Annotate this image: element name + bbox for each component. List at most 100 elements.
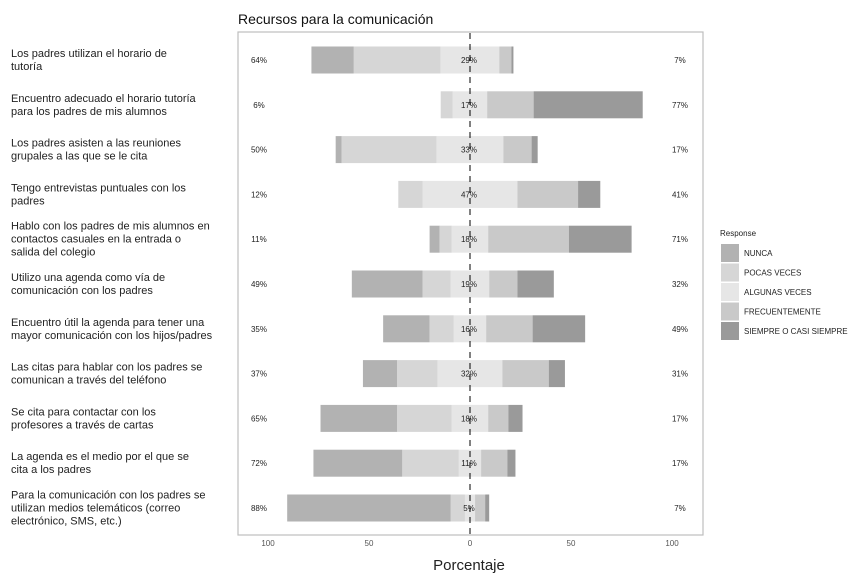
legend-swatch bbox=[721, 302, 739, 321]
bar-segment bbox=[531, 136, 538, 164]
category-label: Los padres asisten a las reuniones grupal… bbox=[11, 138, 181, 163]
right-percent-label: 7% bbox=[674, 504, 686, 513]
bar-segment bbox=[429, 225, 440, 253]
left-percent-label: 72% bbox=[251, 459, 267, 468]
bar-segment bbox=[533, 91, 643, 119]
center-percent-label: 11% bbox=[461, 459, 476, 468]
bar-segment bbox=[508, 404, 523, 432]
bar-segment bbox=[578, 180, 601, 208]
center-percent-label: 47% bbox=[461, 190, 477, 199]
left-percent-label: 11% bbox=[251, 235, 266, 244]
left-percent-label: 88% bbox=[251, 504, 267, 513]
x-tick-label: 100 bbox=[261, 539, 275, 548]
left-percent-label: 65% bbox=[251, 414, 267, 423]
bar-segment bbox=[402, 449, 459, 477]
bar-segment bbox=[517, 270, 554, 298]
bar-segment bbox=[485, 494, 490, 522]
bar-segment bbox=[398, 180, 423, 208]
bar-segment bbox=[450, 494, 465, 522]
right-percent-label: 7% bbox=[674, 56, 686, 65]
category-label: Encuentro adecuado el horario tutoría par… bbox=[11, 93, 197, 118]
left-percent-label: 12% bbox=[251, 190, 267, 199]
bar-segment bbox=[548, 360, 565, 388]
bar-segment bbox=[499, 46, 512, 74]
bar-segment bbox=[511, 46, 514, 74]
bar-segment bbox=[487, 91, 534, 119]
category-label: Encuentro útil la agenda para tener una m… bbox=[11, 317, 213, 342]
bar-segment bbox=[502, 360, 549, 388]
bar-segment bbox=[335, 136, 342, 164]
category-label: Los padres utilizan el horario de tutoría bbox=[11, 48, 167, 73]
bar-segment bbox=[439, 225, 452, 253]
category-label: Tengo entrevistas puntuales con los padre… bbox=[11, 182, 186, 207]
legend-entry-label: FRECUENTEMENTE bbox=[744, 308, 821, 317]
bar-segment bbox=[397, 360, 438, 388]
center-percent-label: 16% bbox=[461, 325, 477, 334]
center-percent-label: 29% bbox=[461, 56, 477, 65]
bar-segment bbox=[507, 449, 516, 477]
right-percent-label: 77% bbox=[672, 101, 688, 110]
category-label: Hablo con los padres de mis alumnos en co… bbox=[11, 221, 210, 259]
bar-segment bbox=[451, 225, 489, 253]
bar-segment bbox=[362, 360, 398, 388]
bar-segment bbox=[422, 270, 451, 298]
chart-title: Recursos para la comunicación bbox=[238, 11, 433, 27]
left-percent-label: 49% bbox=[251, 280, 267, 289]
legend-title: Response bbox=[720, 229, 757, 238]
x-tick-label: 100 bbox=[665, 539, 679, 548]
bar-segment bbox=[440, 91, 453, 119]
bar-segment bbox=[397, 404, 452, 432]
bar-segment bbox=[287, 494, 451, 522]
category-label: Para la comunicación con los padres se ut… bbox=[11, 490, 205, 528]
center-percent-label: 19% bbox=[461, 280, 477, 289]
center-percent-label: 33% bbox=[461, 146, 477, 155]
category-label: Se cita para contactar con los profesores… bbox=[11, 406, 156, 431]
bar-segment bbox=[486, 315, 533, 343]
center-percent-label: 18% bbox=[461, 235, 477, 244]
bar-segment bbox=[341, 136, 437, 164]
right-percent-label: 17% bbox=[672, 146, 688, 155]
bar-segment bbox=[383, 315, 430, 343]
bar-segment bbox=[488, 404, 509, 432]
center-percent-label: 17% bbox=[461, 101, 477, 110]
bar-segment bbox=[532, 315, 586, 343]
bar-segment bbox=[475, 494, 486, 522]
right-percent-label: 17% bbox=[672, 414, 688, 423]
legend-entry-label: POCAS VECES bbox=[744, 269, 801, 278]
bar-segment bbox=[488, 225, 569, 253]
bar-segment bbox=[489, 270, 518, 298]
right-percent-label: 17% bbox=[672, 459, 688, 468]
center-percent-label: 32% bbox=[461, 370, 477, 379]
x-axis-label: Porcentaje bbox=[433, 557, 505, 573]
legend-entry-label: SIEMPRE O CASI SIEMPRE bbox=[744, 327, 848, 336]
x-tick-label: 50 bbox=[567, 539, 576, 548]
bar-segment bbox=[313, 449, 403, 477]
labels-group: Los padres utilizan el horario de tutoría… bbox=[11, 48, 688, 528]
center-percent-label: 5% bbox=[463, 504, 475, 513]
category-label: Las citas para hablar con los padres se c… bbox=[11, 362, 202, 387]
left-percent-label: 37% bbox=[251, 370, 267, 379]
bar-segment bbox=[351, 270, 423, 298]
legend: Response NUNCA POCAS VECES ALGUNAS VECES FR… bbox=[720, 229, 848, 340]
legend-swatch bbox=[721, 322, 739, 340]
legend-swatch bbox=[721, 244, 739, 262]
legend-entry-label: NUNCA bbox=[744, 249, 773, 258]
bar-segment bbox=[568, 225, 632, 253]
right-percent-label: 41% bbox=[672, 190, 688, 199]
legend-swatch bbox=[721, 263, 739, 282]
right-percent-label: 49% bbox=[672, 325, 688, 334]
right-percent-label: 32% bbox=[672, 280, 688, 289]
legend-swatch bbox=[721, 283, 739, 301]
left-percent-label: 64% bbox=[251, 56, 267, 65]
legend-entry-label: ALGUNAS VECES bbox=[744, 288, 812, 297]
left-percent-label: 50% bbox=[251, 146, 267, 155]
bar-segment bbox=[353, 46, 441, 74]
center-percent-label: 18% bbox=[461, 414, 477, 423]
left-percent-label: 6% bbox=[253, 101, 265, 110]
x-tick-label: 0 bbox=[468, 539, 473, 548]
bar-segment bbox=[320, 404, 398, 432]
bar-segment bbox=[311, 46, 354, 74]
bar-segment bbox=[503, 136, 532, 164]
category-label: Utilizo una agenda como vía de comunicaci… bbox=[11, 272, 165, 297]
